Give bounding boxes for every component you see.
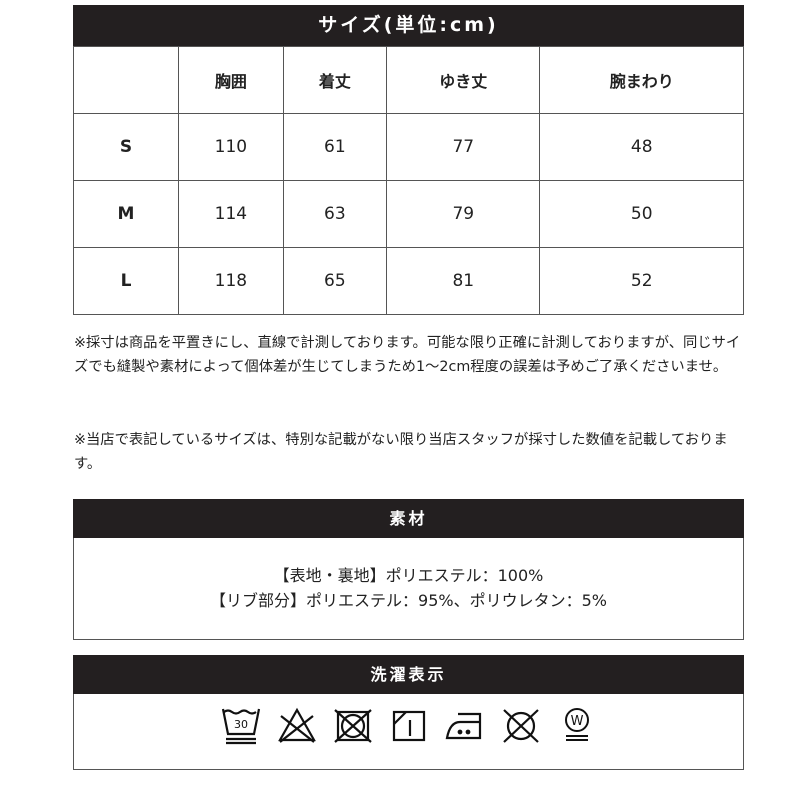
cell: 48 [539, 113, 744, 181]
line-dry-shade-icon [392, 710, 425, 742]
cell: 114 [178, 180, 284, 248]
table-row: M 114 63 79 50 [73, 180, 744, 248]
no-dry-clean-icon [502, 709, 539, 743]
size-table-title: サイズ(単位:cm) [73, 5, 744, 46]
cell: 61 [282, 113, 388, 181]
table-row: S 110 61 77 48 [73, 113, 744, 181]
cell: 81 [386, 247, 541, 315]
header-cell [73, 46, 179, 114]
cell: 77 [386, 113, 541, 181]
no-tumble-dry-icon [333, 709, 372, 743]
cell: 118 [178, 247, 284, 315]
size-table: 胸囲 着丈 ゆき丈 腕まわり S 110 61 77 48 M 114 63 7… [73, 46, 744, 315]
wet-clean-gentle-icon: W [564, 708, 589, 741]
care-box: 30 W [73, 694, 744, 770]
wet-clean-letter: W [570, 714, 583, 729]
cell: 110 [178, 113, 284, 181]
size-label: S [73, 113, 179, 181]
wash-30-gentle-icon: 30 [221, 708, 260, 745]
size-label: M [73, 180, 179, 248]
sizing-note: ※当店で表記しているサイズは、特別な記載がない限り当店スタッフが採寸した数値を記… [74, 432, 728, 472]
material-title: 素材 [73, 499, 744, 538]
cell: 63 [282, 180, 388, 248]
cell: 79 [386, 180, 541, 248]
size-label: L [73, 247, 179, 315]
measurement-note: ※採寸は商品を平置きにし、直線で計測しております。可能な限り正確に計測しておりま… [74, 335, 741, 375]
material-box: 【表地・裏地】ポリエステル：100% 【リブ部分】ポリエステル：95%、ポリウレ… [73, 538, 744, 640]
header-cell: 着丈 [282, 46, 388, 114]
material-line: 【リブ部分】ポリエステル：95%、ポリウレタン：5% [210, 591, 607, 610]
table-row: L 118 65 81 52 [73, 247, 744, 315]
header-cell: 腕まわり [539, 46, 744, 114]
cell: 50 [539, 180, 744, 248]
cell: 65 [282, 247, 388, 315]
header-cell: 胸囲 [178, 46, 284, 114]
iron-medium-icon [445, 712, 481, 740]
no-bleach-icon [277, 707, 316, 743]
header-cell: ゆき丈 [386, 46, 541, 114]
wash-temp: 30 [234, 718, 248, 731]
table-header-row: 胸囲 着丈 ゆき丈 腕まわり [73, 46, 744, 114]
care-title: 洗濯表示 [73, 655, 744, 694]
material-line: 【表地・裏地】ポリエステル：100% [273, 566, 544, 585]
cell: 52 [539, 247, 744, 315]
